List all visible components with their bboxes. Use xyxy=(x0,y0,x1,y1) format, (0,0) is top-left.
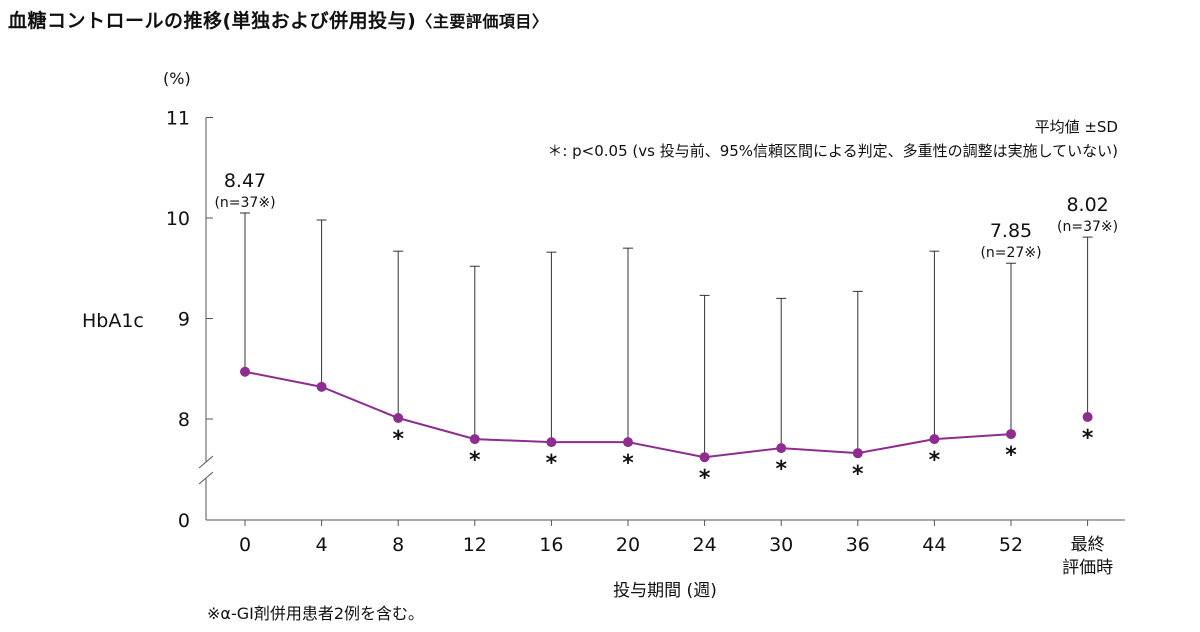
data-point xyxy=(1006,429,1016,440)
chart-title: 血糖コントロールの推移(単独および併用投与)〈主要評価項目〉 xyxy=(8,6,548,33)
data-point xyxy=(699,452,710,463)
x-tick-label: 12 xyxy=(463,534,487,556)
y-tick-label: 11 xyxy=(166,108,190,130)
data-label-value: 7.85 xyxy=(990,220,1032,242)
y-tick-label: 9 xyxy=(178,309,190,331)
significance-marker: * xyxy=(1005,443,1017,468)
data-point xyxy=(393,412,404,423)
data-label-value: 8.02 xyxy=(1066,194,1108,216)
x-axis-label: 投与期間 (週) xyxy=(613,581,717,601)
significance-marker: * xyxy=(469,448,481,473)
x-tick-label: 0 xyxy=(239,534,251,556)
significance-marker: * xyxy=(546,451,558,476)
data-label-value: 8.47 xyxy=(224,170,266,192)
footnote: ※α-GI剤併用患者2例を含む。 xyxy=(207,604,425,623)
significance-marker: * xyxy=(622,451,634,476)
data-point xyxy=(852,448,863,459)
data-point xyxy=(469,434,480,445)
x-tick-label: 30 xyxy=(769,534,793,556)
y-tick-label: 0 xyxy=(178,510,190,532)
x-tick-label: 44 xyxy=(922,534,946,556)
significance-marker: * xyxy=(929,448,941,473)
significance-marker: * xyxy=(392,427,404,452)
x-tick-label: 52 xyxy=(999,534,1023,556)
data-point xyxy=(623,437,633,448)
y-tick-label: 8 xyxy=(178,409,190,431)
significance-marker: * xyxy=(775,457,787,482)
x-tick-label: 16 xyxy=(539,534,563,556)
axis-break-mark-lower xyxy=(198,471,214,485)
x-tick-label: 36 xyxy=(846,534,870,556)
x-tick-label: 8 xyxy=(392,534,404,556)
significance-note: ＊: p<0.05 (vs 投与前、95%信頼区間による判定、多重性の調整は実施… xyxy=(547,142,1118,160)
significance-marker: * xyxy=(852,462,864,487)
mean-sd-note: 平均値 ±SD xyxy=(1034,118,1118,136)
significance-marker: * xyxy=(1082,426,1094,451)
data-label-n: (n=37※) xyxy=(1057,219,1118,235)
data-point xyxy=(1082,411,1093,422)
y-axis-unit: (%) xyxy=(163,69,191,88)
y-tick-label: 10 xyxy=(166,208,190,230)
data-point xyxy=(546,437,557,448)
data-point xyxy=(929,434,940,445)
data-label-n: (n=27※) xyxy=(980,245,1041,261)
x-tick-label: 4 xyxy=(316,534,328,556)
data-point xyxy=(316,381,327,392)
axis-break-mark-upper xyxy=(198,455,214,469)
data-label-n: (n=37※) xyxy=(214,195,275,211)
chart-title-sub: 〈主要評価項目〉 xyxy=(416,12,549,31)
data-point xyxy=(776,443,787,454)
y-axis-label: HbA1c xyxy=(82,310,144,332)
chart-title-main: 血糖コントロールの推移(単独および併用投与) xyxy=(8,10,417,32)
data-point xyxy=(240,366,250,377)
x-tick-label: 最終 xyxy=(1071,535,1105,555)
x-tick-label: 20 xyxy=(616,534,640,556)
x-tick-label: 評価時 xyxy=(1062,558,1113,578)
significance-marker: * xyxy=(699,466,711,491)
x-tick-label: 24 xyxy=(693,534,717,556)
